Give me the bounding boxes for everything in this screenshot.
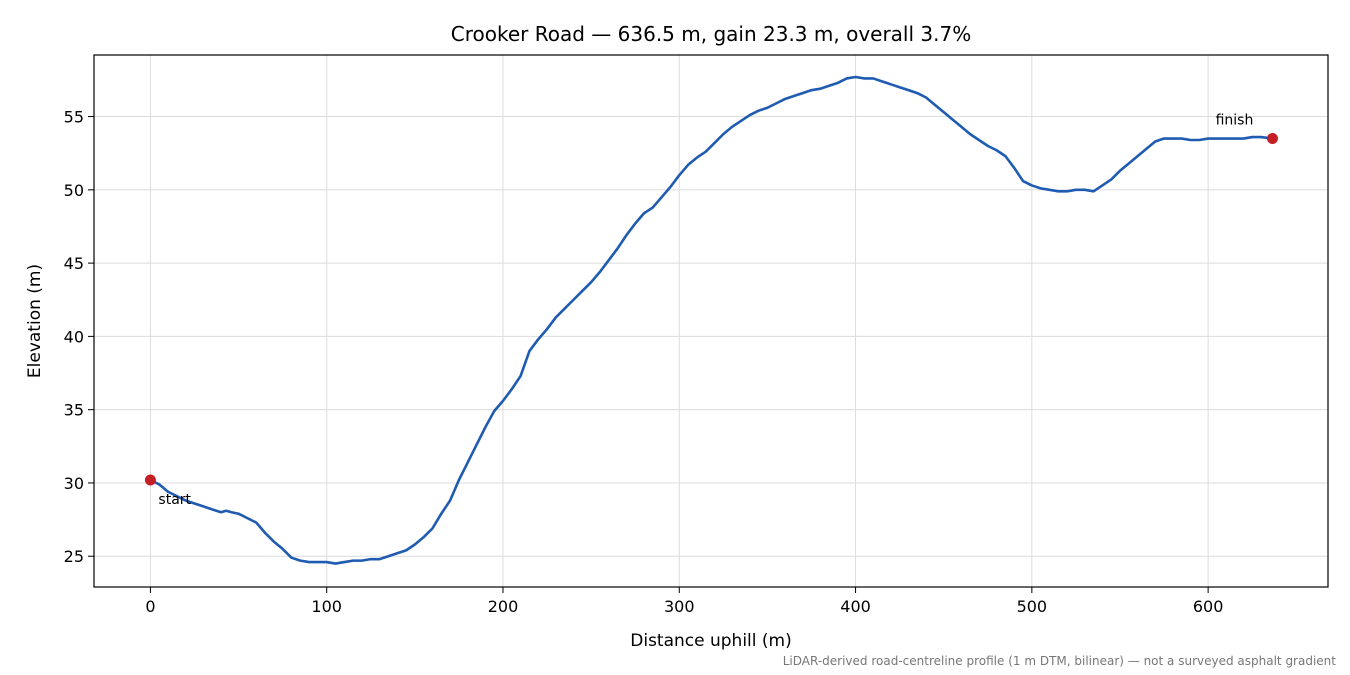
x-tick-label: 0 (145, 597, 155, 616)
finish-label: finish (1216, 113, 1254, 129)
x-tick-label: 600 (1193, 597, 1224, 616)
x-tick-label: 500 (1017, 597, 1048, 616)
start-marker (144, 474, 156, 486)
y-tick-label: 55 (64, 108, 84, 127)
plot-frame (93, 54, 1329, 588)
y-tick-label: 30 (64, 474, 84, 493)
y-tick-label: 40 (64, 327, 84, 346)
x-tick-label: 100 (311, 597, 342, 616)
x-tick-label: 400 (840, 597, 871, 616)
y-tick-label: 25 (64, 547, 84, 566)
y-tick-label: 50 (64, 181, 84, 200)
start-label: start (158, 492, 191, 508)
x-tick-label: 300 (664, 597, 695, 616)
endpoint-markers: start finish (144, 113, 1278, 508)
y-axis-title: Elevation (m) (25, 264, 45, 378)
series-line-group (149, 75, 1274, 565)
footnote: LiDAR-derived road-centreline profile (1… (783, 654, 1337, 668)
grid-lines (94, 55, 1328, 587)
finish-marker (1266, 133, 1278, 145)
y-tick-label: 45 (64, 254, 84, 273)
elevation-profile-line (149, 75, 1274, 565)
x-axis-title: Distance uphill (m) (630, 631, 791, 651)
y-tick-label: 35 (64, 401, 84, 420)
axis-ticks: 0 100 200 300 400 500 600 25 30 35 40 45 50 55 (64, 108, 1224, 616)
x-tick-label: 200 (488, 597, 519, 616)
chart-title: Crooker Road — 636.5 m, gain 23.3 m, ove… (451, 22, 971, 46)
